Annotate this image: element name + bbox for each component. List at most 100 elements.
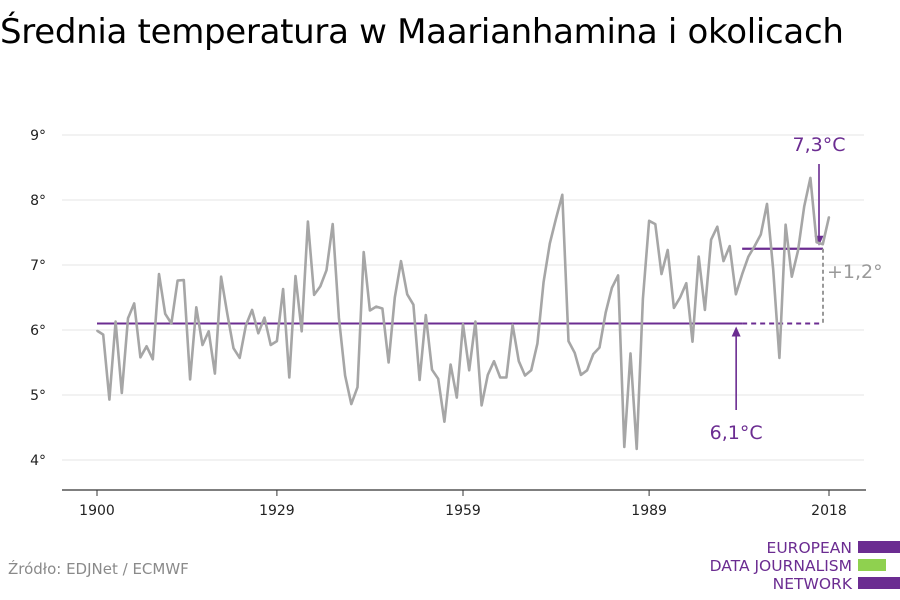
data-point	[741, 273, 744, 275]
data-point	[772, 268, 775, 271]
data-point	[313, 294, 315, 296]
data-point	[573, 351, 576, 354]
data-point	[654, 223, 657, 226]
data-point	[133, 302, 136, 305]
data-point	[635, 448, 638, 450]
y-tick-label: 6°	[30, 323, 46, 339]
data-point	[598, 346, 601, 349]
data-point	[381, 307, 384, 310]
y-tick-label: 5°	[30, 388, 46, 404]
data-point	[114, 320, 117, 323]
data-point	[797, 249, 799, 252]
data-point	[300, 330, 303, 333]
data-point	[164, 312, 167, 315]
data-point	[257, 332, 260, 335]
logo-bar-3	[858, 577, 900, 589]
baseline-arrow-head	[731, 326, 741, 337]
temperature-line	[96, 176, 831, 451]
data-point	[96, 329, 98, 332]
data-point	[493, 360, 495, 363]
data-point	[232, 347, 235, 350]
data-point	[449, 363, 452, 366]
annotations: 6,1°C 7,3°C +1,2°	[97, 134, 883, 444]
data-point	[623, 446, 626, 448]
data-point	[673, 307, 675, 309]
data-point	[648, 219, 650, 222]
data-point	[393, 296, 396, 299]
data-point	[617, 274, 619, 277]
data-point	[356, 386, 359, 389]
data-point	[803, 205, 806, 208]
data-point	[474, 320, 477, 323]
data-point	[660, 273, 663, 275]
data-point	[697, 255, 700, 258]
data-point	[592, 353, 595, 355]
logo-line-2: DATA JOURNALISM	[709, 557, 852, 575]
data-point	[784, 223, 787, 226]
data-point	[517, 360, 520, 363]
logo-line-3: NETWORK	[772, 575, 852, 593]
data-point	[189, 378, 192, 381]
data-point	[790, 275, 793, 278]
data-point	[809, 177, 812, 179]
grid-lines	[62, 134, 864, 461]
data-point	[821, 243, 824, 246]
data-point	[548, 242, 551, 245]
data-point	[815, 241, 818, 244]
data-point	[245, 324, 247, 327]
data-point	[263, 316, 266, 319]
y-axis-tick-labels: 4° 5° 6° 7° 8° 9°	[30, 128, 46, 469]
data-point	[642, 297, 644, 300]
logo-line-1: EUROPEAN	[766, 539, 852, 557]
data-point	[294, 275, 297, 277]
x-axis-ticks: 1900 1929 1959 1989 2018	[79, 490, 847, 519]
baseline-mean-label: 6,1°C	[710, 422, 763, 444]
data-point	[499, 376, 502, 379]
recent-mean-label: 7,3°C	[793, 134, 846, 156]
data-point	[176, 279, 179, 282]
series-group	[96, 176, 831, 451]
data-point	[145, 345, 148, 348]
data-point	[580, 374, 582, 376]
data-point	[369, 309, 371, 312]
chart-title: Średnia temperatura w Maarianhamina i ok…	[0, 12, 844, 52]
data-point	[486, 374, 489, 376]
data-point	[586, 369, 588, 372]
data-point	[400, 260, 402, 262]
data-point	[505, 376, 508, 379]
data-point	[480, 404, 483, 407]
logo-bar-1	[858, 541, 900, 553]
data-point	[710, 238, 712, 241]
data-point	[766, 203, 768, 205]
y-tick-label: 7°	[30, 258, 46, 274]
data-point	[220, 275, 223, 278]
data-point	[282, 288, 284, 290]
data-point	[679, 296, 681, 299]
data-point	[462, 323, 464, 325]
data-point	[338, 316, 340, 319]
data-point	[406, 293, 409, 296]
data-point	[759, 233, 762, 236]
data-point	[455, 396, 458, 399]
data-point	[437, 377, 440, 380]
data-point	[127, 317, 129, 320]
data-point	[443, 420, 446, 423]
data-point	[468, 369, 471, 372]
source-note: Źródło: EDJNet / ECMWF	[8, 560, 189, 578]
data-point	[201, 344, 204, 346]
data-point	[511, 323, 514, 326]
edjnet-logo: EUROPEAN DATA JOURNALISM NETWORK	[700, 536, 900, 600]
data-point	[747, 255, 750, 258]
data-point	[418, 379, 421, 381]
logo-bar-2	[858, 559, 886, 571]
data-point	[716, 225, 719, 228]
data-point	[728, 245, 731, 248]
data-point	[412, 303, 415, 306]
data-point	[182, 279, 185, 281]
data-point	[431, 368, 433, 371]
data-point	[561, 193, 564, 196]
data-point	[604, 311, 607, 314]
data-point	[344, 374, 346, 377]
data-point	[350, 403, 353, 405]
data-point	[325, 269, 328, 272]
